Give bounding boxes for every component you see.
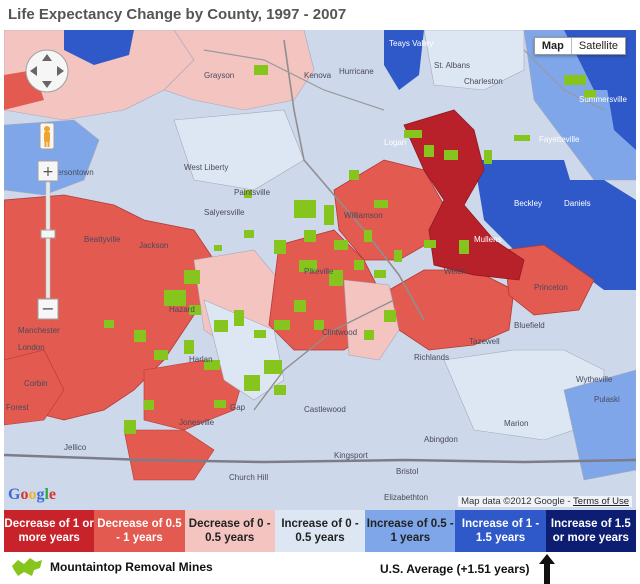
google-logo: Google (8, 486, 57, 503)
place-labels: Grayson Kenova Hurricane Charleston St. … (6, 39, 628, 502)
county-region-charleston (423, 30, 525, 91)
label-welch: Welch (444, 267, 466, 276)
label-harlan: Harlan (189, 355, 213, 364)
map-data-text: Map data ©2012 Google - (461, 496, 574, 507)
label-london: London (18, 343, 45, 352)
legend-item-increase-1-5-plus: Increase of 1.5 or more years (545, 510, 636, 552)
label-wytheville: Wytheville (576, 375, 613, 384)
label-williamson: Williamson (344, 211, 383, 220)
map-type-control[interactable]: Map Satellite (533, 37, 626, 55)
county-region-gap (123, 429, 215, 481)
legend: Decrease of 1 or more years Decrease of … (4, 510, 636, 552)
legend-item-increase-0-0-5: Increase of 0 - 0.5 years (274, 510, 366, 552)
label-bluefield: Bluefield (514, 321, 545, 330)
label-castlewood: Castlewood (304, 405, 346, 414)
label-tazewell: Tazewell (469, 337, 500, 346)
choropleth-map[interactable]: Grayson Kenova Hurricane Charleston St. … (4, 30, 636, 510)
label-jonesville: Jonesville (179, 418, 215, 427)
label-corbin: Corbin (24, 379, 48, 388)
zoom-out-icon: − (41, 299, 54, 318)
map-canvas[interactable]: Grayson Kenova Hurricane Charleston St. … (4, 30, 636, 510)
label-abingdon: Abingdon (424, 435, 458, 444)
label-marion: Marion (504, 419, 528, 428)
road-i-64 (523, 49, 605, 111)
pan-right-icon (57, 66, 64, 76)
label-summersville: Summersville (579, 95, 628, 104)
label-paintsville: Paintsville (234, 188, 271, 197)
county-region-ne-blue-2 (604, 60, 636, 150)
label-fayetteville: Fayetteville (539, 135, 580, 144)
label-church-hill: Church Hill (229, 473, 268, 482)
label-daniels: Daniels (564, 199, 591, 208)
legend-item-decrease-1-plus: Decrease of 1 or more years (4, 510, 95, 552)
zoom-in-icon: + (42, 164, 54, 180)
county-region-teays-blue (384, 30, 424, 90)
county-region-paintsville (173, 109, 305, 191)
label-elizabethton: Elizabethton (384, 493, 428, 502)
label-forest: Forest (6, 403, 29, 412)
label-pulaski: Pulaski (594, 395, 620, 404)
label-grayson: Grayson (204, 71, 234, 80)
zoom-control[interactable]: + − (37, 160, 59, 320)
road-interstate-81 (4, 453, 636, 464)
legend-item-decrease-0-5-1: Decrease of 0.5 - 1 years (94, 510, 185, 552)
county-region-pulaski (563, 369, 636, 481)
legend-item-increase-0-5-1: Increase of 0.5 - 1 years (365, 510, 456, 552)
label-charleston: Charleston (464, 77, 503, 86)
label-hazard: Hazard (169, 305, 195, 314)
pan-up-icon (42, 54, 52, 61)
label-princeton: Princeton (534, 283, 568, 292)
county-region-sw-red (4, 349, 65, 426)
us-average-arrow-icon (539, 554, 555, 584)
road-state-border (283, 39, 425, 321)
mine-patches (104, 65, 596, 434)
label-hurricane: Hurricane (339, 67, 374, 76)
label-beattyville: Beattyville (84, 235, 121, 244)
map-type-map-button[interactable]: Map (535, 38, 572, 54)
label-kingsport: Kingsport (334, 451, 369, 460)
page-title: Life Expectancy Change by County, 1997 -… (8, 6, 347, 23)
county-region-tazewell-red (388, 269, 515, 351)
label-logan: Logan (384, 138, 406, 147)
pan-down-icon (42, 81, 52, 88)
label-st-albans: St. Albans (434, 61, 470, 70)
county-region-nw-blue (64, 30, 134, 65)
label-pikeville: Pikeville (304, 267, 334, 276)
county-region-raleigh (474, 160, 579, 260)
map-credits: Map data ©2012 Google - Terms of Use (458, 496, 632, 507)
mine-patch-icon (12, 558, 42, 576)
label-mullens: Mullens (474, 235, 502, 244)
pegman-icon[interactable] (39, 122, 55, 150)
label-jackson: Jackson (139, 241, 168, 250)
mines-label: Mountaintop Removal Mines (50, 560, 213, 574)
label-manchester: Manchester (18, 326, 60, 335)
pan-left-icon (30, 66, 37, 76)
label-salyersville: Salyersville (204, 208, 245, 217)
label-bristol: Bristol (396, 467, 418, 476)
label-jeffersontown: Jeffersontown (44, 168, 94, 177)
legend-item-increase-1-1-5: Increase of 1 - 1.5 years (455, 510, 546, 552)
label-gap: Gap (230, 403, 246, 412)
road-us-460 (253, 299, 395, 411)
label-teays-valley: Teays Valley (389, 39, 433, 48)
label-west-liberty: West Liberty (184, 163, 228, 172)
label-jellico: Jellico (64, 443, 87, 452)
county-region-west-blue (4, 119, 100, 196)
label-clintwood: Clintwood (322, 328, 357, 337)
map-type-satellite-button[interactable]: Satellite (578, 40, 618, 52)
county-region-north-pink (163, 30, 315, 111)
pan-control[interactable] (24, 48, 70, 94)
road-us-52 (203, 49, 385, 111)
label-richlands: Richlands (414, 353, 449, 362)
mines-legend: Mountaintop Removal Mines (10, 556, 213, 578)
terms-of-use-link[interactable]: Terms of Use (573, 496, 629, 507)
label-kenova: Kenova (304, 71, 332, 80)
county-region-princeton (503, 244, 595, 316)
label-beckley: Beckley (514, 199, 542, 208)
us-average-label: U.S. Average (+1.51 years) (380, 562, 530, 576)
zoom-slider-handle (40, 229, 56, 239)
county-region-clintwood-pink (343, 279, 400, 361)
legend-item-decrease-0-0-5: Decrease of 0 - 0.5 years (184, 510, 275, 552)
